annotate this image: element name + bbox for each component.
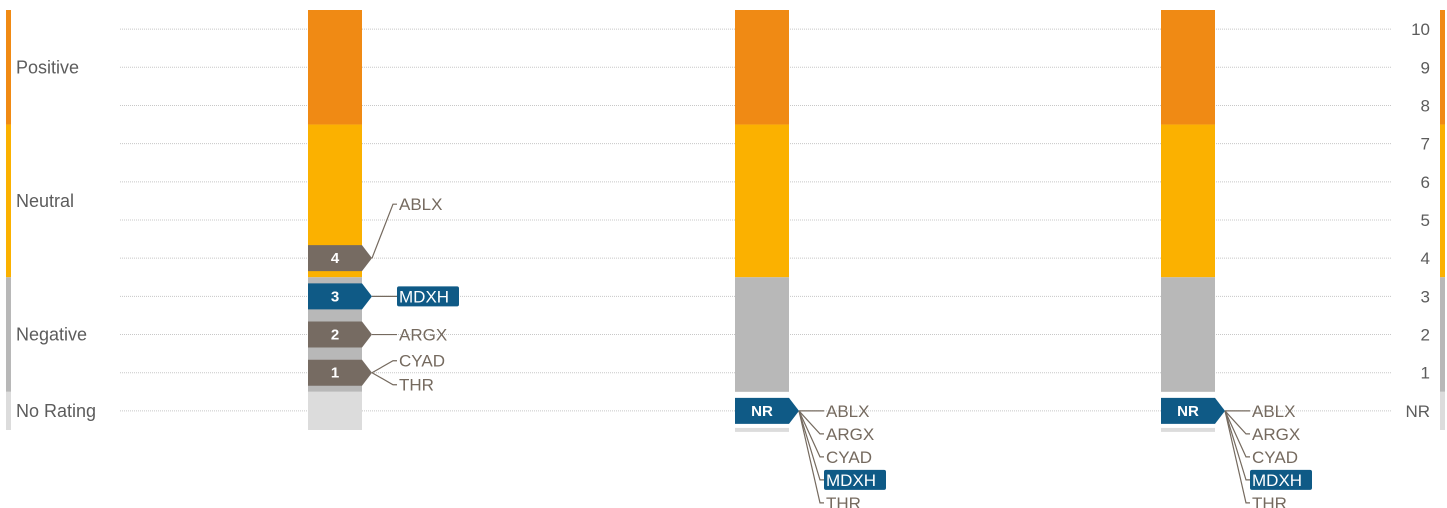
column-3-segment-positive — [1161, 10, 1215, 125]
band-strip-neutral — [6, 124, 11, 278]
ticker-3-CYAD: CYAD — [1252, 448, 1298, 467]
marker-3-NR — [1161, 397, 1225, 424]
ticker-highlight-2-MDXH — [824, 469, 886, 490]
marker-label-1-4: 4 — [331, 250, 340, 267]
ticker-highlight-1-MDXH — [397, 286, 459, 307]
ticker-1-ARGX: ARGX — [399, 326, 447, 345]
column-2-segment-positive — [735, 10, 789, 125]
ticker-highlight-3-MDXH — [1250, 469, 1312, 490]
y-tick-label-5: 5 — [1421, 211, 1430, 230]
right-strip-positive — [1440, 10, 1445, 125]
band-label-no-rating: No Rating — [16, 401, 96, 421]
ticker-1-CYAD: CYAD — [399, 352, 445, 371]
band-label-neutral: Neutral — [16, 191, 74, 211]
column-1-segment-no-rating — [308, 391, 362, 430]
y-tick-label-8: 8 — [1421, 96, 1430, 115]
ticker-3-ABLX: ABLX — [1252, 402, 1295, 421]
ticker-3-THR: THR — [1252, 494, 1287, 508]
marker-1-4 — [308, 245, 372, 272]
ticker-2-THR: THR — [826, 494, 861, 508]
y-tick-label-2: 2 — [1421, 326, 1430, 345]
y-tick-label-3: 3 — [1421, 287, 1430, 306]
leader-line-2-THR — [798, 410, 824, 504]
column-3-nr-base — [1161, 427, 1215, 432]
column-3-segment-neutral — [1161, 124, 1215, 278]
y-tick-label-6: 6 — [1421, 173, 1430, 192]
right-strip-no-rating — [1440, 391, 1445, 430]
marker-label-1-1: 1 — [331, 365, 339, 382]
y-tick-label-10: 10 — [1411, 20, 1430, 39]
ticker-1-ABLX: ABLX — [399, 195, 442, 214]
y-tick-label-4: 4 — [1421, 249, 1430, 268]
leader-line-3-CYAD — [1224, 410, 1250, 458]
leader-line-2-MDXH — [798, 410, 824, 481]
leader-line-1-ABLX — [371, 203, 397, 259]
ticker-3-ARGX: ARGX — [1252, 425, 1300, 444]
ticker-2-ARGX: ARGX — [826, 425, 874, 444]
leader-line-2-CYAD — [798, 410, 824, 458]
band-strip-positive — [6, 10, 11, 125]
ticker-2-CYAD: CYAD — [826, 448, 872, 467]
leader-line-3-ARGX — [1224, 410, 1250, 435]
column-3-segment-negative — [1161, 277, 1215, 392]
leader-line-1-THR — [371, 372, 397, 386]
marker-label-3-NR: NR — [1177, 403, 1199, 420]
ticker-1-MDXH: MDXH — [399, 287, 449, 306]
column-2-segment-negative — [735, 277, 789, 392]
marker-1-1 — [308, 359, 372, 386]
marker-label-2-NR: NR — [751, 403, 773, 420]
right-strip-neutral — [1440, 124, 1445, 278]
band-strip-negative — [6, 277, 11, 392]
column-1-segment-positive — [308, 10, 362, 125]
band-label-positive: Positive — [16, 57, 79, 77]
marker-label-1-3: 3 — [331, 288, 339, 305]
right-strip-negative — [1440, 277, 1445, 392]
y-tick-label-1: 1 — [1421, 364, 1430, 383]
leader-line-2-ARGX — [798, 410, 824, 435]
marker-label-1-2: 2 — [331, 327, 339, 344]
leader-line-3-THR — [1224, 410, 1250, 504]
y-tick-label-NR: NR — [1405, 402, 1430, 421]
marker-2-NR — [735, 397, 799, 424]
ticker-3-MDXH: MDXH — [1252, 471, 1302, 490]
ticker-1-THR: THR — [399, 376, 434, 395]
column-2-segment-neutral — [735, 124, 789, 278]
band-strip-no-rating — [6, 391, 11, 430]
leader-line-1-CYAD — [371, 360, 397, 374]
ticker-2-MDXH: MDXH — [826, 471, 876, 490]
leader-line-3-MDXH — [1224, 410, 1250, 481]
ticker-2-ABLX: ABLX — [826, 402, 869, 421]
y-tick-label-9: 9 — [1421, 58, 1430, 77]
y-tick-label-7: 7 — [1421, 135, 1430, 154]
band-label-negative: Negative — [16, 325, 87, 345]
marker-1-2 — [308, 321, 372, 348]
column-2-nr-base — [735, 427, 789, 432]
marker-1-3 — [308, 283, 372, 310]
